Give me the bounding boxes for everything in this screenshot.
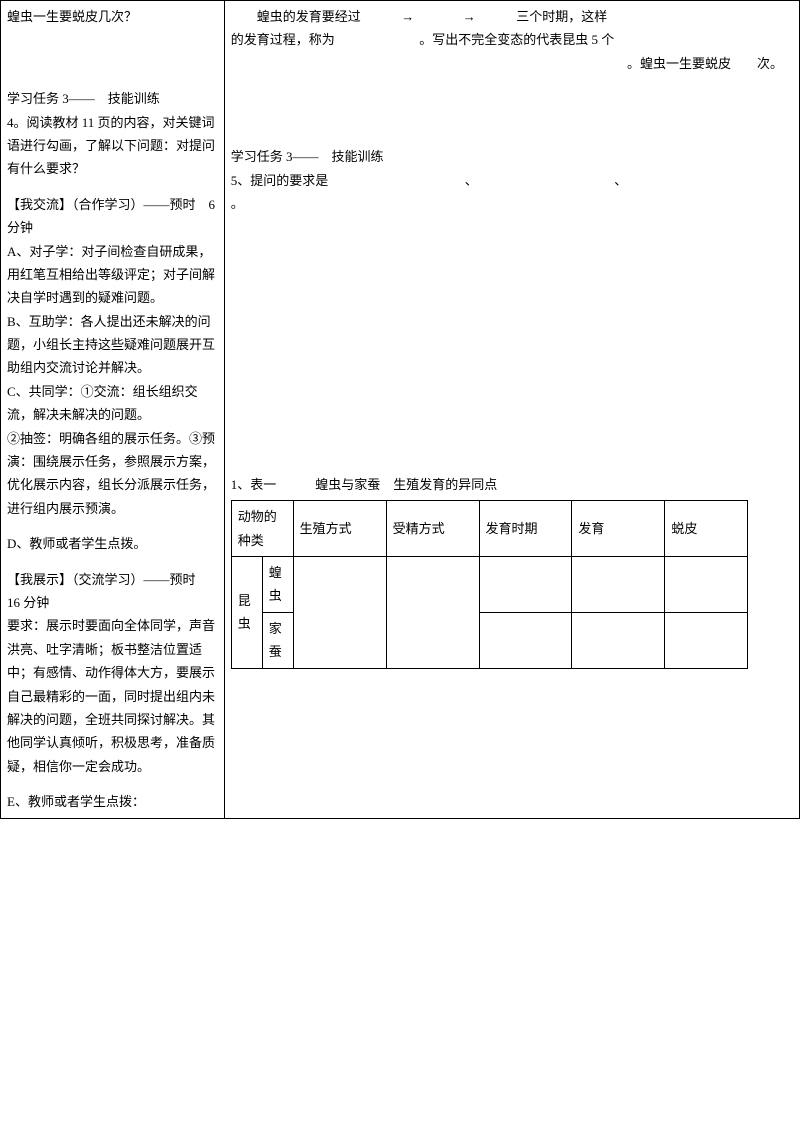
- task3-left-body: 4。阅读教材 11 页的内容，对关键词语进行勾画，了解以下问题：对提问有什么要求…: [7, 111, 218, 181]
- th-reproduce: 生殖方式: [293, 501, 386, 557]
- task3-right-line: 5、提问的要求是 、 、: [231, 169, 793, 192]
- cell-empty: [572, 612, 665, 668]
- exchange-c: C、共同学：①交流：组长组织交流，解决未解决的问题。: [7, 380, 218, 427]
- th-molt: 蜕皮: [665, 501, 748, 557]
- exchange-c2: ②抽签：明确各组的展示任务。③预演：围绕展示任务，参照展示方案，优化展示内容，组…: [7, 427, 218, 521]
- show-title: 【我展示】（交流学习）——预时 16 分钟: [7, 568, 218, 615]
- task3-right-title: 学习任务 3—— 技能训练: [231, 145, 793, 168]
- cell-locust: 蝗虫: [262, 556, 293, 612]
- dev-line2: 的发育过程，称为 。写出不完全变态的代表昆虫 5 个: [231, 28, 793, 51]
- th-period: 发育时期: [479, 501, 572, 557]
- cell-empty: [479, 612, 572, 668]
- exchange-e: E、教师或者学生点拨：: [7, 790, 218, 813]
- comparison-table: 动物的种类 生殖方式 受精方式 发育时期 发育 蜕皮 昆虫 蝗虫: [231, 500, 748, 668]
- dev-line1: 蝗虫的发育要经过 → → 三个时期，这样: [231, 5, 793, 28]
- left-column: 蝗虫一生要蜕皮几次？ 学习任务 3—— 技能训练 4。阅读教材 11 页的内容，…: [1, 1, 225, 819]
- show-body: 要求：展示时要面向全体同学，声音洪亮、吐字清晰；板书整洁位置适中；有感情、动作得…: [7, 614, 218, 778]
- exchange-a: A、对子学：对子间检查自研成果，用红笔互相给出等级评定；对子间解决自学时遇到的疑…: [7, 240, 218, 310]
- cell-insect: 昆虫: [231, 556, 262, 668]
- table-row: 昆虫 蝗虫: [231, 556, 747, 612]
- cell-empty: [665, 556, 748, 612]
- exchange-d: D、教师或者学生点拨。: [7, 532, 218, 555]
- th-fertilize: 受精方式: [386, 501, 479, 557]
- exchange-b: B、互助学：各人提出还未解决的问题，小组长主持这些疑难问题展开互助组内交流讨论并…: [7, 310, 218, 380]
- th-species: 动物的种类: [231, 501, 293, 557]
- cell-empty: [386, 556, 479, 668]
- question-molt: 蝗虫一生要蜕皮几次？: [7, 5, 218, 28]
- cell-silkworm: 家蚕: [262, 612, 293, 668]
- task3-left-title: 学习任务 3—— 技能训练: [7, 87, 218, 110]
- arrow-icon: →: [401, 5, 414, 28]
- task3-period: 。: [231, 192, 793, 215]
- exchange-title: 【我交流】（合作学习）——预时 6 分钟: [7, 193, 218, 240]
- document-table: 蝗虫一生要蜕皮几次？ 学习任务 3—— 技能训练 4。阅读教材 11 页的内容，…: [0, 0, 800, 819]
- th-develop: 发育: [572, 501, 665, 557]
- right-column: 蝗虫的发育要经过 → → 三个时期，这样 的发育过程，称为 。写出不完全变态的代…: [224, 1, 799, 819]
- cell-empty: [572, 556, 665, 612]
- arrow-icon: →: [463, 5, 476, 28]
- cell-empty: [293, 556, 386, 668]
- cell-empty: [479, 556, 572, 612]
- cell-empty: [665, 612, 748, 668]
- inner-table-title: 1、表一 蝗虫与家蚕 生殖发育的异同点: [231, 473, 793, 496]
- table-header-row: 动物的种类 生殖方式 受精方式 发育时期 发育 蜕皮: [231, 501, 747, 557]
- dev-line3: 。蝗虫一生要蜕皮 次。: [231, 52, 793, 75]
